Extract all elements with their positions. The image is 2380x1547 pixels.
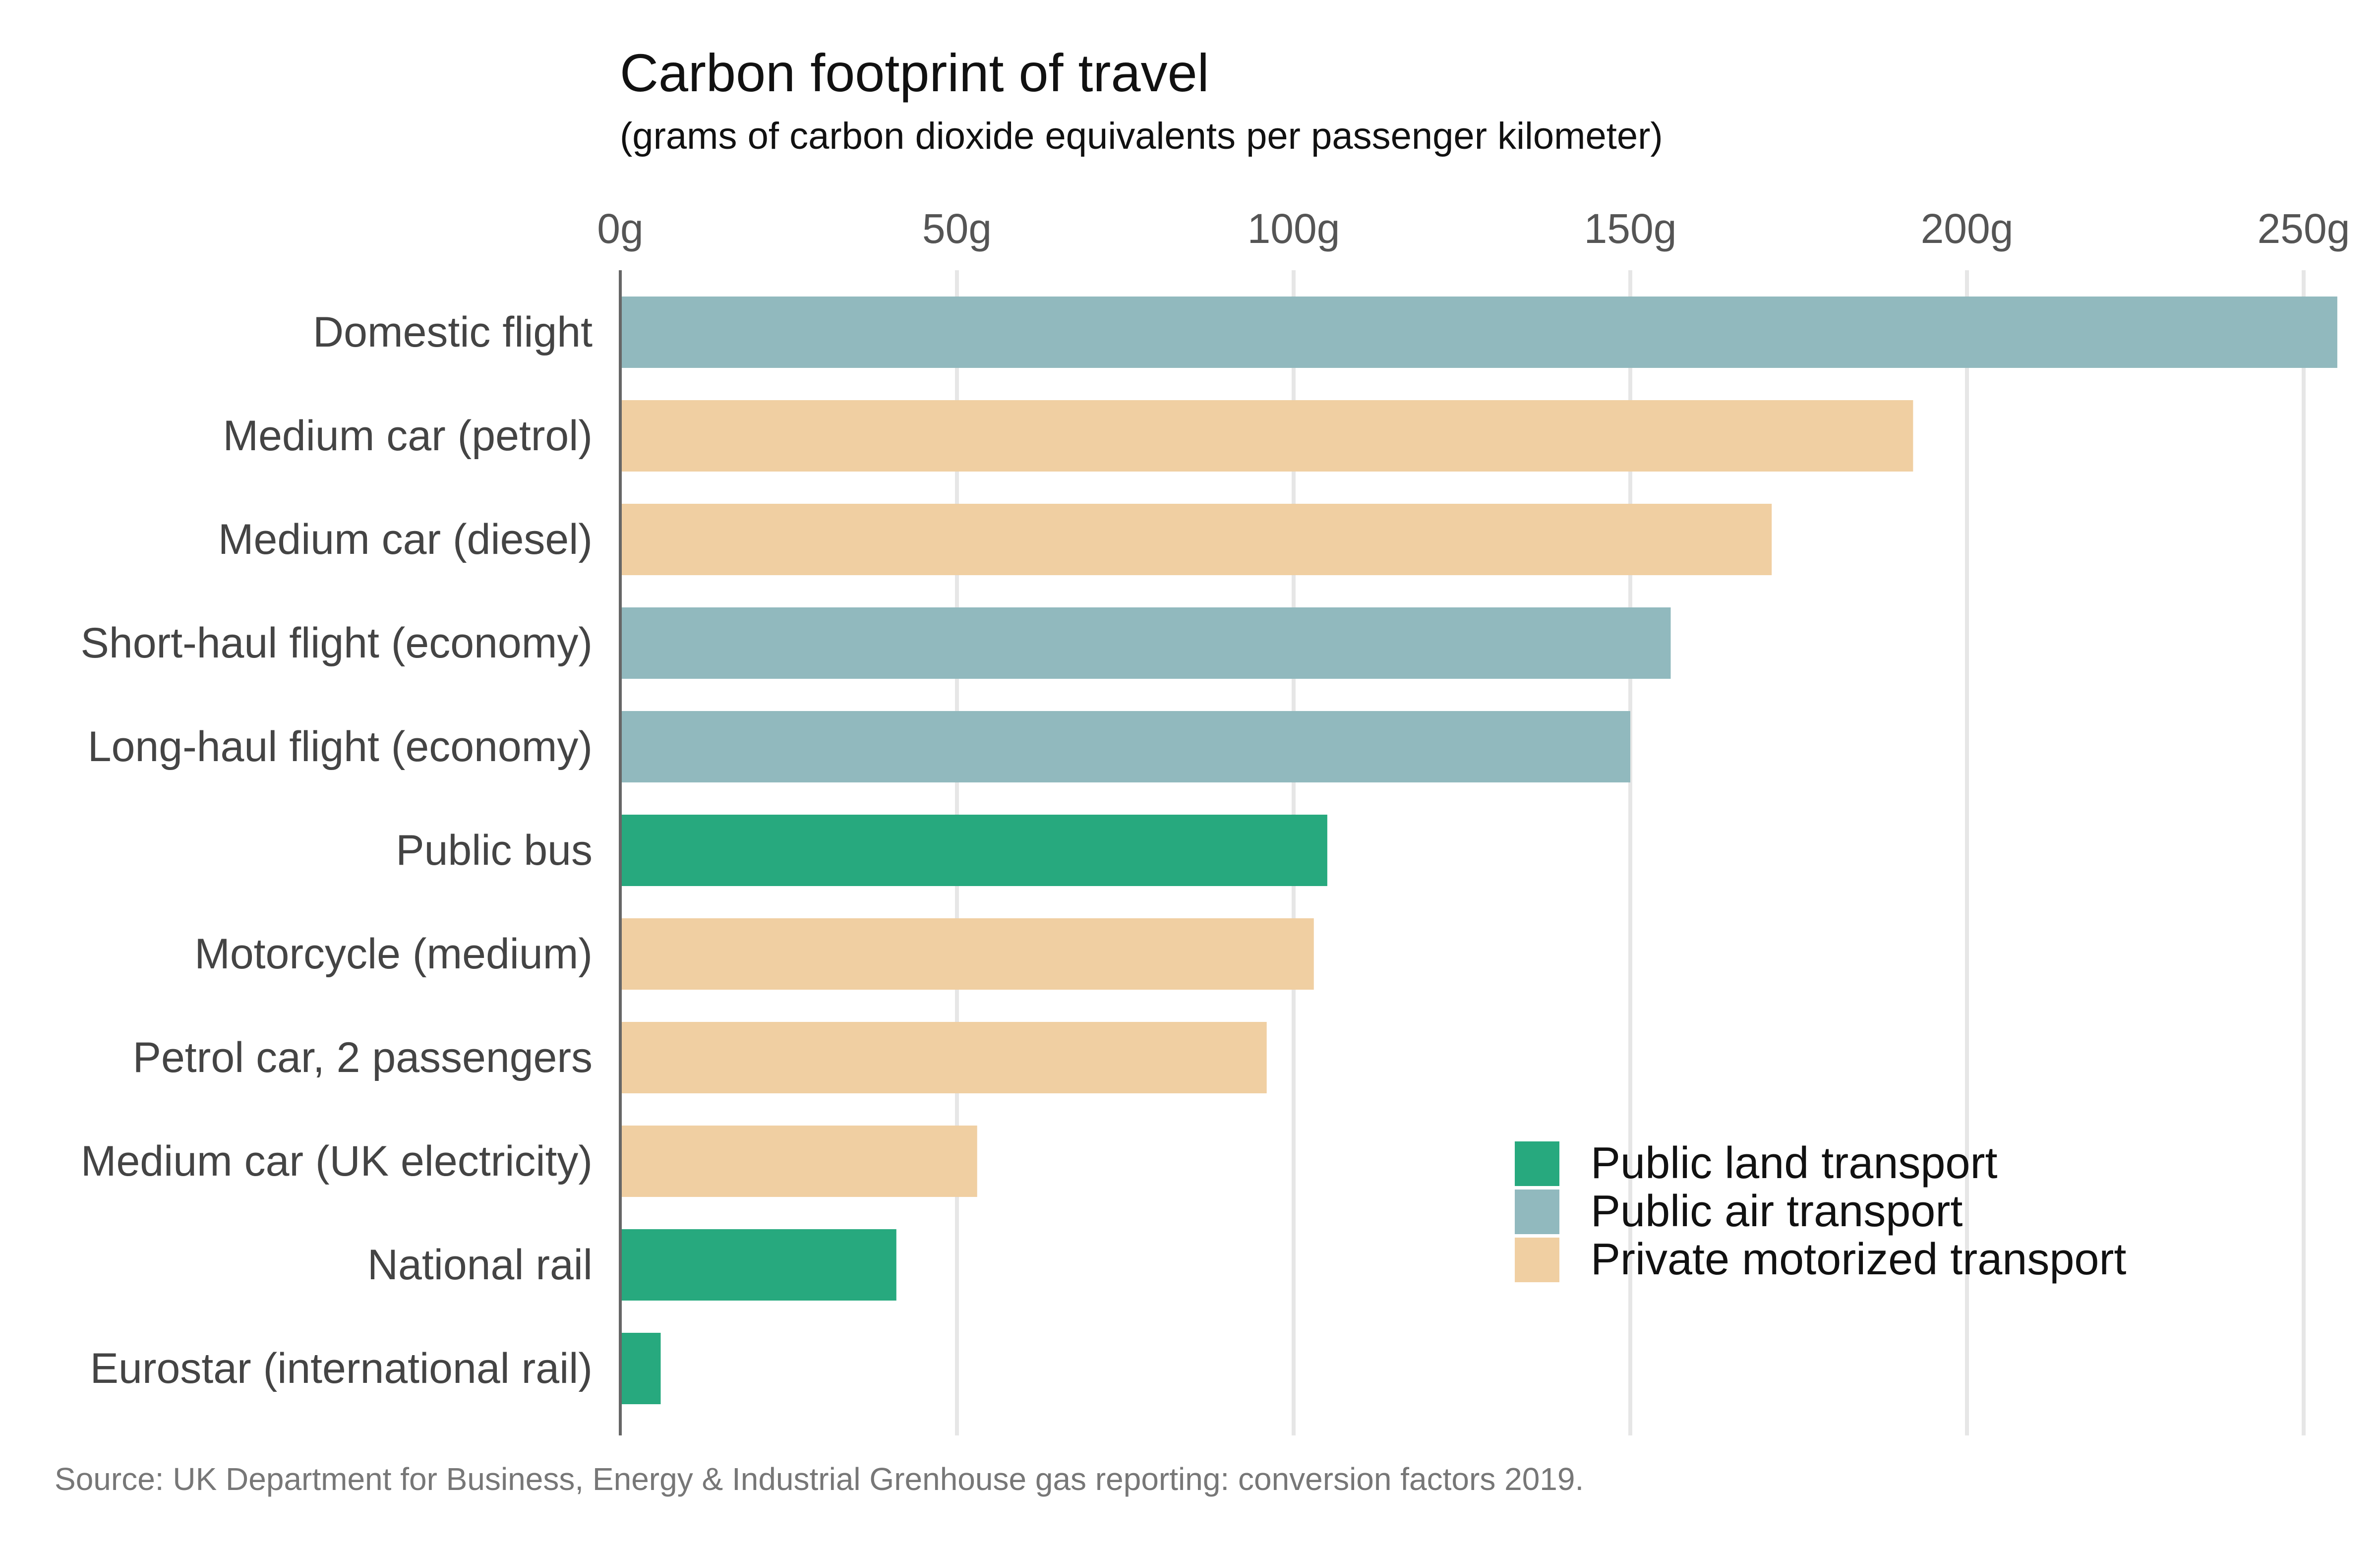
category-label: Motorcycle (medium) <box>194 930 593 978</box>
legend-swatch <box>1515 1141 1559 1186</box>
bar <box>620 815 1327 886</box>
x-tick-label: 200g <box>1921 205 2014 252</box>
category-label: Short-haul flight (economy) <box>81 619 593 667</box>
legend-label: Private motorized transport <box>1591 1235 2126 1284</box>
bar <box>620 400 1913 472</box>
bars <box>620 297 2337 1404</box>
bar <box>620 1229 896 1301</box>
bar <box>620 607 1671 679</box>
category-label: Long-haul flight (economy) <box>88 723 593 771</box>
category-label: Public bus <box>396 827 593 874</box>
source-note: Source: UK Department for Business, Ener… <box>55 1461 1584 1497</box>
legend-swatch <box>1515 1238 1559 1282</box>
category-label: Medium car (petrol) <box>223 412 593 460</box>
legend-label: Public land transport <box>1591 1138 1997 1188</box>
x-tick-label: 0g <box>597 205 643 252</box>
x-tick-label: 100g <box>1248 205 1340 252</box>
category-label: National rail <box>367 1241 593 1289</box>
bar <box>620 711 1630 782</box>
bar <box>620 1022 1267 1093</box>
x-tick-label: 150g <box>1584 205 1677 252</box>
x-tick-labels: 0g 50g 100g 150g 200g 250g <box>597 205 2350 252</box>
category-labels: Domestic flight Medium car (petrol) Medium… <box>81 308 593 1392</box>
bar <box>620 1333 661 1404</box>
category-label: Medium car (diesel) <box>218 516 593 563</box>
bar <box>620 297 2337 368</box>
x-tick-label: 50g <box>922 205 992 252</box>
bar <box>620 918 1314 990</box>
chart-title: Carbon footprint of travel <box>620 43 1209 103</box>
category-label: Petrol car, 2 passengers <box>133 1034 593 1081</box>
category-label: Eurostar (international rail) <box>90 1345 593 1392</box>
category-label: Medium car (UK electricity) <box>81 1137 593 1185</box>
bar <box>620 1126 977 1197</box>
x-tick-label: 250g <box>2258 205 2350 252</box>
bar <box>620 504 1772 575</box>
legend-label: Public air transport <box>1591 1187 1963 1236</box>
chart-subtitle: (grams of carbon dioxide equivalents per… <box>620 115 1663 157</box>
category-label: Domestic flight <box>313 308 593 356</box>
legend-swatch <box>1515 1190 1559 1234</box>
